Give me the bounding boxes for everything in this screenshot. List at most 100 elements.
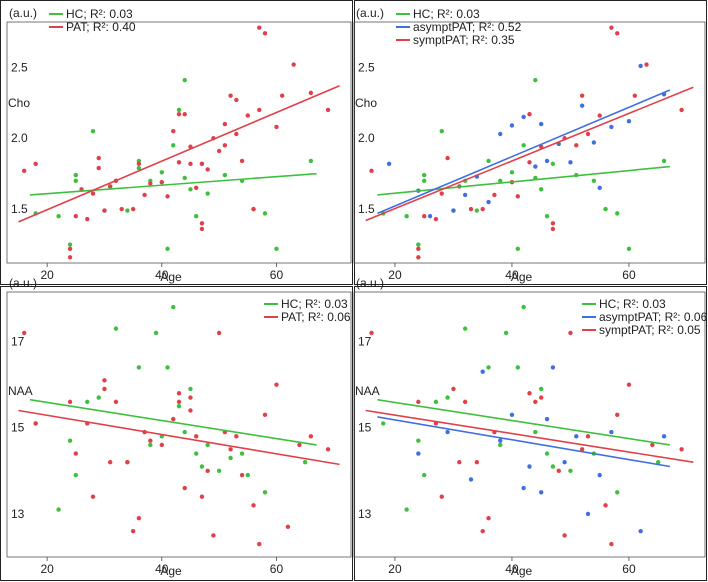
data-point-hc <box>591 178 597 183</box>
y-tick-label: 13 <box>358 507 372 521</box>
data-point-pat <box>308 90 314 96</box>
data-point-pat <box>182 485 187 491</box>
data-point-pat <box>159 179 164 185</box>
data-point-pat <box>119 206 124 212</box>
data-point-pat <box>297 442 302 448</box>
data-point-asymptpat <box>591 140 597 145</box>
data-point-symptpat <box>416 255 421 260</box>
data-point-asymptpat <box>562 460 567 465</box>
data-point-pat <box>102 386 107 392</box>
data-point-hc <box>182 77 187 83</box>
data-point-symptpat <box>527 160 532 165</box>
plot-area <box>6 21 352 264</box>
data-point-pat <box>136 161 142 166</box>
x-tick-label: 40 <box>155 268 169 282</box>
data-point-asymptpat <box>550 365 556 370</box>
legend-entry-pat: PAT; R²: 0.06 <box>281 310 351 324</box>
data-point-pat <box>205 468 210 474</box>
y-axis-label: NAA <box>8 384 33 398</box>
y-tick-label: 2.5 <box>358 60 375 74</box>
data-point-hc <box>171 304 176 310</box>
data-point-symptpat <box>462 399 468 405</box>
data-point-symptpat <box>369 330 374 336</box>
data-point-symptpat <box>527 111 532 117</box>
data-point-hc <box>615 211 620 216</box>
y-tick-label: 17 <box>11 335 25 349</box>
data-point-pat <box>199 494 205 499</box>
fit-line-pat <box>18 85 340 223</box>
data-point-hc <box>439 128 444 134</box>
data-point-pat <box>251 503 256 508</box>
panel-frame <box>0 0 353 285</box>
data-point-hc <box>302 460 308 465</box>
data-point-asymptpat <box>609 124 614 130</box>
data-point-pat <box>274 124 279 130</box>
data-point-pat <box>188 408 193 413</box>
legend-entry-hc: HC; R²: 0.03 <box>413 7 480 21</box>
y-axis-label: Cho <box>355 96 377 110</box>
data-point-symptpat <box>603 503 608 508</box>
data-point-asymptpat <box>638 63 643 69</box>
legend-entry-hc: HC; R²: 0.03 <box>281 297 348 311</box>
data-point-symptpat <box>457 460 462 465</box>
data-point-symptpat <box>451 386 456 392</box>
data-point-pat <box>325 107 331 113</box>
data-point-pat <box>130 206 136 212</box>
data-point-hc <box>96 395 101 400</box>
data-point-symptpat <box>539 395 544 400</box>
chart-panel-4: 20 40 60 13 15 17 Age NAA (a.u.) HC; R²: 0.03asym… <box>353 276 708 581</box>
data-point-pat <box>216 330 222 336</box>
data-point-asymptpat <box>539 490 544 495</box>
data-point-pat <box>171 416 176 422</box>
data-point-hc <box>568 468 573 474</box>
data-point-pat <box>102 378 107 383</box>
data-point-pat <box>199 221 205 226</box>
x-axis-label: Age <box>160 270 182 284</box>
data-point-asymptpat <box>574 434 579 439</box>
data-point-hc <box>544 214 550 219</box>
x-tick-label: 20 <box>40 562 54 576</box>
unit-label: (a.u.) <box>9 276 37 290</box>
data-point-hc <box>433 399 439 405</box>
data-point-symptpat <box>650 442 655 448</box>
legend-entry-pat: PAT; R²: 0.40 <box>66 20 136 34</box>
data-point-symptpat <box>527 391 532 396</box>
data-point-hc <box>626 246 632 252</box>
y-tick-label: 13 <box>11 507 25 521</box>
data-point-hc <box>165 365 170 370</box>
data-point-hc <box>486 365 491 370</box>
data-point-pat <box>125 460 130 465</box>
data-point-pat <box>176 111 182 117</box>
data-point-hc <box>422 472 427 478</box>
data-point-hc <box>67 438 73 443</box>
data-point-asymptpat <box>568 160 573 165</box>
data-point-pat <box>308 434 314 439</box>
x-tick-label: 20 <box>388 268 402 282</box>
data-point-pat <box>194 434 199 439</box>
data-point-pat <box>108 184 113 189</box>
data-point-hc <box>194 451 199 456</box>
data-point-hc <box>165 246 170 252</box>
data-point-symptpat <box>644 62 649 67</box>
legend-entry-hc: HC; R²: 0.03 <box>66 7 133 21</box>
data-point-pat <box>176 160 182 165</box>
data-point-hc <box>205 442 210 448</box>
data-point-pat <box>67 399 73 405</box>
data-point-hc <box>245 472 250 478</box>
y-tick-label: 2.0 <box>358 131 375 145</box>
data-point-hc <box>56 507 61 512</box>
data-point-pat <box>22 330 27 336</box>
data-point-pat <box>325 447 331 452</box>
data-point-hc <box>85 399 90 405</box>
data-point-symptpat <box>416 399 421 405</box>
data-point-pat <box>199 226 205 232</box>
data-point-asymptpat <box>626 119 632 124</box>
x-tick-label: 20 <box>40 268 54 282</box>
data-point-hc <box>515 246 520 252</box>
data-point-pat <box>176 391 182 396</box>
data-point-asymptpat <box>480 369 485 374</box>
data-point-symptpat <box>468 206 474 212</box>
data-point-pat <box>228 93 233 98</box>
